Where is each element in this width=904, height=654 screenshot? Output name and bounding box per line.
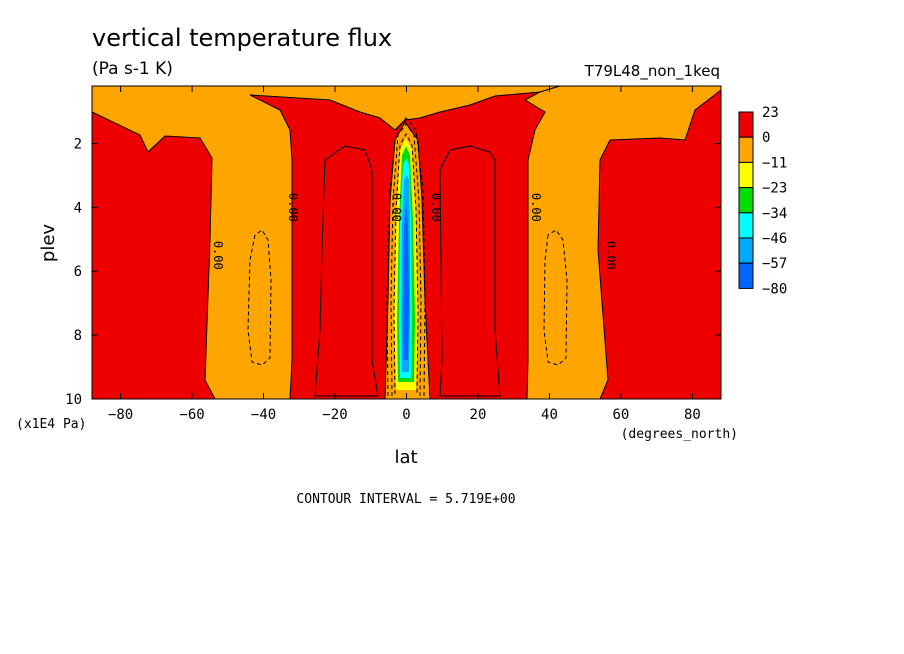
filled-region-orange-east	[523, 85, 722, 400]
colorbar-swatch	[738, 136, 754, 163]
x-axis: −80 −60 −40 −20 0 20 40 60 80	[108, 86, 701, 423]
colorbar-level-label: −34	[762, 206, 787, 222]
x-tick-label: −80	[108, 407, 133, 423]
colorbar-swatch	[738, 212, 754, 239]
colorbar-swatch	[738, 262, 754, 289]
x-tick-label: −20	[322, 407, 347, 423]
x-tick-label: −60	[179, 407, 204, 423]
colorbar-swatch	[738, 237, 754, 264]
filled-region-red-east	[439, 145, 501, 397]
y-tick-label: 4	[74, 200, 82, 216]
colorbar-level-label: 23	[762, 105, 779, 121]
colorbar-level-label: −46	[762, 231, 787, 247]
colorbar-level-label: −80	[762, 281, 787, 297]
colorbar-legend: 23 0 −11 −23 −34 −46 −57 −80	[738, 105, 787, 297]
contour-interval-note: CONTOUR INTERVAL = 5.719E+00	[296, 492, 515, 507]
x-tick-label: 0	[402, 407, 410, 423]
colorbar-swatch	[738, 111, 754, 138]
contour-label: 0.00	[211, 241, 225, 270]
contour-label: 0.00	[529, 193, 543, 222]
colorbar-level-label: −11	[762, 155, 787, 171]
contour-label: 0.00	[429, 193, 443, 222]
filled-region-red-west	[314, 145, 379, 397]
x-tick-label: 60	[613, 407, 630, 423]
chart-units: (Pa s-1 K)	[92, 59, 173, 79]
x-tick-label: 80	[684, 407, 701, 423]
x-tick-label: 20	[470, 407, 487, 423]
contour-label: 0.00	[390, 193, 404, 222]
colorbar-level-label: 0	[762, 130, 770, 146]
x-tick-label: 40	[541, 407, 558, 423]
contour-labels: 0.00 0.00 0.00 0.00 0.00 0.00	[211, 193, 618, 270]
filled-region-orange-top	[91, 85, 561, 400]
y-axis-units: (x1E4 Pa)	[16, 417, 86, 432]
y-tick-label: 10	[65, 392, 82, 408]
contour-label: 0.00	[286, 193, 300, 222]
y-axis: 2 4 6 8 10	[65, 136, 721, 408]
chart-title: vertical temperature flux	[92, 24, 392, 52]
run-label: T79L48_non_1keq	[584, 62, 720, 81]
x-axis-label: lat	[394, 447, 417, 468]
negative-contours	[247, 117, 568, 397]
y-tick-label: 2	[74, 136, 82, 152]
x-axis-units: (degrees_north)	[621, 427, 738, 442]
x-tick-label: −40	[251, 407, 276, 423]
colorbar-level-label: −57	[762, 256, 787, 272]
y-tick-label: 6	[74, 264, 82, 280]
colorbar-level-label: −23	[762, 181, 787, 197]
colorbar-swatch	[738, 161, 754, 189]
contour-label: 0.00	[604, 241, 618, 270]
y-axis-label: plev	[38, 224, 59, 263]
plot-area: 0.00 0.00 0.00 0.00 0.00 0.00	[91, 85, 722, 400]
y-tick-label: 8	[74, 328, 82, 344]
filled-region-blue	[403, 200, 409, 360]
colorbar-swatch	[738, 187, 754, 214]
